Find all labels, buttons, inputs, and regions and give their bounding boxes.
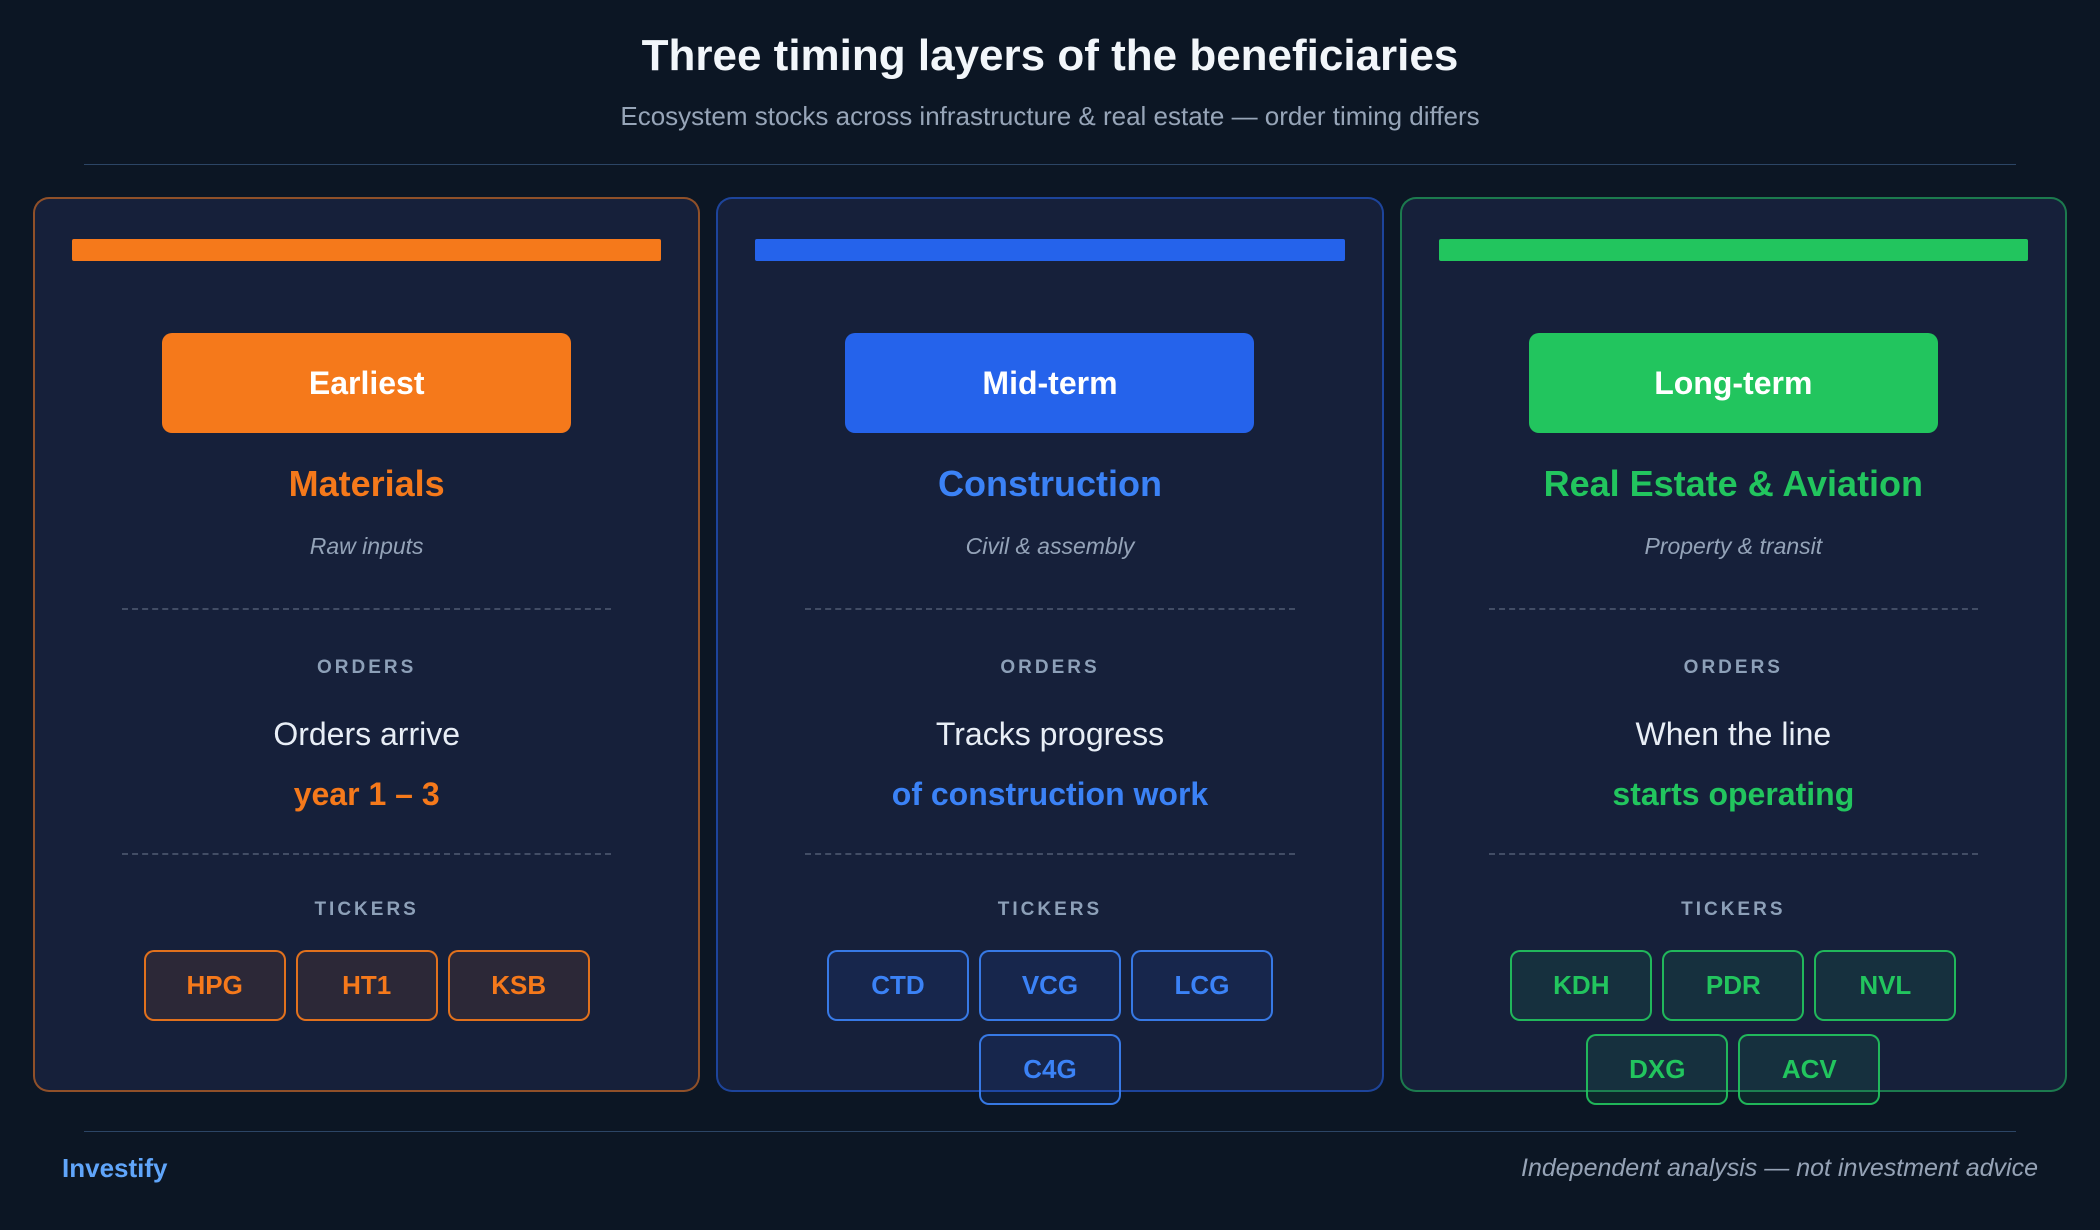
card-dashed-divider	[1488, 853, 1978, 855]
card-dashed-divider	[805, 853, 1295, 855]
sector-title: Materials	[288, 463, 445, 504]
tickers-list: KDH PDR NVL DXG ACV	[1438, 950, 2028, 1105]
timing-badge: Mid-term	[845, 333, 1255, 433]
card-accent-bar	[755, 239, 1345, 261]
orders-label: ORDERS	[1000, 657, 1100, 678]
ticker-chip-nvl: NVL	[1814, 950, 1957, 1021]
orders-description-line2: year 1 – 3	[293, 776, 440, 812]
card-dashed-divider	[122, 608, 612, 610]
card-dashed-divider	[122, 853, 612, 855]
ticker-chip-ctd: CTD	[826, 950, 969, 1021]
tickers-label: TICKERS	[314, 899, 419, 920]
ticker-chip-ksb: KSB	[447, 950, 590, 1021]
sector-title: Construction	[938, 463, 1162, 504]
ticker-chip-hpg: HPG	[143, 950, 286, 1021]
card-materials: Earliest Materials Raw inputs ORDERS Ord…	[33, 197, 701, 1092]
card-dashed-divider	[1488, 608, 1978, 610]
ticker-chip-lcg: LCG	[1130, 950, 1273, 1021]
card-accent-bar	[1438, 239, 2028, 261]
tickers-label: TICKERS	[997, 899, 1103, 920]
brand-logo-text: Investify	[62, 1153, 168, 1183]
sector-title: Real Estate & Aviation	[1543, 463, 1924, 504]
footer: Investify Independent analysis — not inv…	[0, 1153, 2100, 1183]
footer-divider	[84, 1131, 2016, 1132]
card-dashed-divider	[805, 608, 1295, 610]
card-real-estate-aviation: Long-term Real Estate & Aviation Propert…	[1399, 197, 2067, 1105]
tickers-list: CTD VCG LCG C4G	[755, 950, 1345, 1105]
card-construction: Mid-term Construction Civil & assembly O…	[716, 197, 1384, 1105]
orders-label: ORDERS	[317, 657, 417, 678]
page-subtitle: Ecosystem stocks across infrastructure &…	[620, 101, 1480, 131]
orders-description-line1: When the line	[1635, 716, 1832, 752]
disclaimer-text: Independent analysis — not investment ad…	[1521, 1154, 2038, 1182]
sector-descriptor: Property & transit	[1644, 533, 1823, 559]
ticker-chip-vcg: VCG	[978, 950, 1121, 1021]
header-divider	[84, 164, 2016, 165]
tickers-list: HPG HT1 KSB	[72, 950, 662, 1021]
ticker-chip-kdh: KDH	[1510, 950, 1653, 1021]
ticker-chip-acv: ACV	[1738, 1034, 1881, 1105]
tickers-label: TICKERS	[1681, 899, 1786, 920]
cards-row: Earliest Materials Raw inputs ORDERS Ord…	[0, 197, 2100, 1105]
ticker-chip-ht1: HT1	[295, 950, 438, 1021]
sector-descriptor: Civil & assembly	[965, 533, 1135, 559]
timing-badge: Long-term	[1528, 333, 1938, 433]
ticker-chip-dxg: DXG	[1586, 1034, 1729, 1105]
orders-description-line2: starts operating	[1612, 776, 1855, 812]
infographic-page: { "page": { "title": "Three timing layer…	[0, 30, 2100, 1230]
sector-descriptor: Raw inputs	[309, 533, 424, 559]
orders-description-line2: of construction work	[891, 776, 1209, 812]
orders-description-line1: Tracks progress	[935, 716, 1165, 752]
card-accent-bar	[72, 239, 662, 261]
timing-badge: Earliest	[162, 333, 572, 433]
orders-label: ORDERS	[1683, 657, 1783, 678]
orders-description-line1: Orders arrive	[273, 716, 461, 752]
ticker-chip-c4g: C4G	[978, 1034, 1121, 1105]
ticker-chip-pdr: PDR	[1662, 950, 1805, 1021]
page-title: Three timing layers of the beneficiaries	[641, 31, 1459, 80]
